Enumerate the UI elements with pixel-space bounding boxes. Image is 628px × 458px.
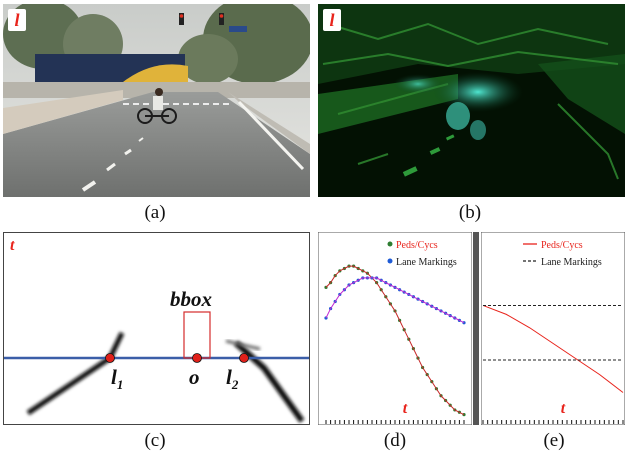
image-corner-label: l (323, 9, 341, 31)
caption-a: (a) (144, 202, 166, 223)
caption-b: (b) (458, 202, 482, 223)
chart-e: Peds/Cycs Lane Markings t (481, 232, 625, 425)
caption-e: (e) (543, 430, 565, 451)
chart-frame (481, 232, 625, 425)
panel-divider (473, 232, 479, 425)
road-scene-illustration (3, 4, 310, 197)
image-corner-label: l (8, 9, 26, 31)
legend-marker (387, 258, 393, 264)
chart-e-svg: Peds/Cycs Lane Markings t (481, 232, 625, 425)
chart-d-svg: Peds/Cycs Lane Markings t (318, 232, 472, 425)
point-o (192, 353, 202, 363)
label-l1: l1 (111, 365, 123, 393)
feature-map: l (318, 4, 625, 197)
feature-map-illustration (318, 4, 625, 197)
photo-road-scene: l (3, 4, 310, 197)
lane-stroke-left (26, 331, 125, 416)
bbox-label: bbox (170, 287, 212, 311)
series-lane-markings-fit-line (325, 277, 465, 324)
caption-c: (c) (144, 430, 166, 451)
bbox-geometry-svg (4, 311, 309, 423)
legend-label: Lane Markings (541, 257, 602, 268)
lane-stroke-right (234, 340, 305, 423)
label-l2: l2 (226, 365, 238, 393)
chart-frame (318, 232, 472, 425)
label-l1-sub: 1 (116, 377, 124, 393)
point-l1 (105, 353, 115, 363)
x-axis-label: t (561, 400, 566, 417)
label-l1-letter: l (111, 365, 117, 389)
legend-label: Peds/Cycs (396, 240, 438, 251)
corner-label-t: t (10, 237, 15, 254)
label-l2-sub: 2 (231, 377, 239, 393)
x-axis-label: t (403, 400, 408, 417)
label-l2-letter: l (226, 365, 232, 389)
label-o: o (189, 365, 200, 389)
legend-label: Lane Markings (396, 257, 457, 268)
legend-marker (387, 241, 393, 247)
bbox-geometry-diagram: t bbox l1 o l2 (3, 232, 310, 425)
caption-d: (d) (383, 430, 407, 451)
series-peds-cycs-fit-line (325, 265, 465, 416)
chart-d: Peds/Cycs Lane Markings t (318, 232, 472, 425)
point-l2 (239, 353, 249, 363)
series-peds-cycs-line (482, 304, 624, 393)
legend-label: Peds/Cycs (541, 240, 583, 251)
bbox-rectangle (183, 311, 211, 359)
